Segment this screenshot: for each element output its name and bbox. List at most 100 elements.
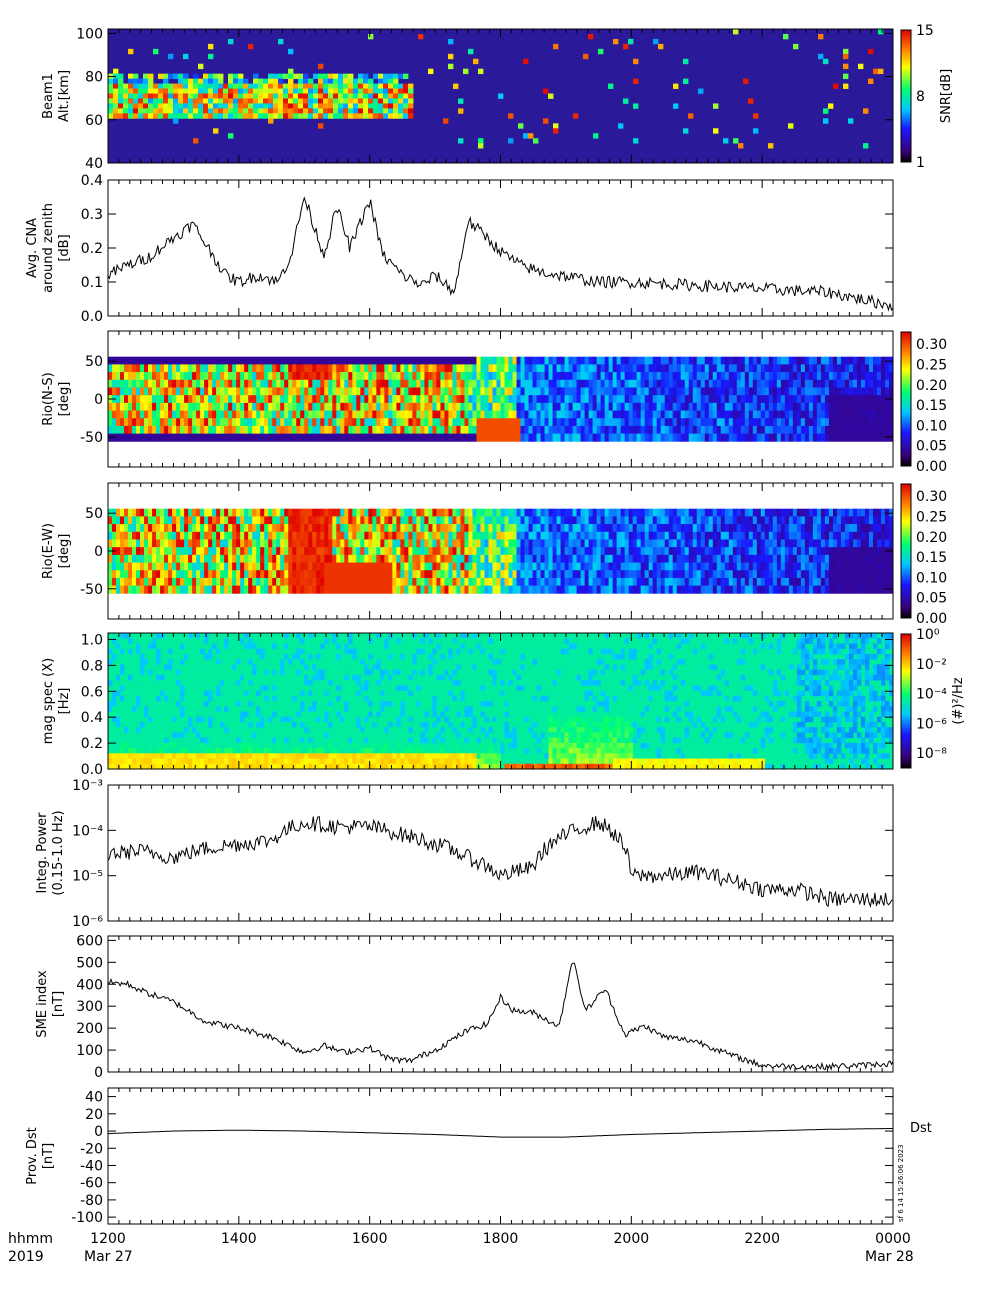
rio-cell [536,433,541,442]
rio-cell [192,410,197,419]
rio-cell [568,577,573,587]
rio-cell [288,395,293,404]
rio-cell [796,356,802,365]
rio-cell [800,387,806,396]
rio-cell [648,539,654,548]
rio-cell [540,395,545,404]
rio-cell [608,364,614,373]
rio-cell [232,402,237,411]
rio-cell [300,562,305,571]
rio-cell [708,585,714,594]
rio-cell [624,356,630,365]
rio-cell [576,364,582,373]
rio-cell [620,379,626,388]
rio-cell [308,418,313,427]
rio-cell [860,418,866,427]
rio-cell [264,562,269,571]
rio-cell [180,585,185,594]
rio-cell [220,539,225,548]
beam-cell [333,73,339,80]
rio-cell [240,554,245,563]
rio-cell [360,410,365,419]
rio-cell [260,433,265,442]
rio-cell [164,562,169,571]
rio-cell [360,531,365,540]
rio-cell [628,387,634,396]
rio-cell [468,418,473,427]
rio-cell [148,387,153,396]
rio-cell [452,364,457,373]
rio-cell [500,379,505,388]
rio-cell [540,402,545,411]
rio-cell [264,516,269,525]
rio-cell [876,410,882,419]
rio-cell [640,379,646,388]
rio-cell [684,562,690,571]
rio-cell [872,356,878,365]
rio-cell [504,379,509,388]
rio-cell [212,410,217,419]
rio-cell [152,379,157,388]
beam-cell [108,93,114,99]
rio-cell [504,524,509,533]
rio-cell [568,585,573,594]
beam-cell [113,98,119,104]
rio-cell [640,372,646,381]
beam-cell [228,108,234,114]
rio-cell [588,364,594,373]
rio-cell [480,433,485,442]
rio-cell [260,508,265,517]
rio-cell [476,562,481,571]
rio-cell [392,402,397,411]
beam-cell [223,113,229,119]
beam-cell [108,108,114,114]
rio-cell [288,577,293,587]
rio-cell [772,395,778,404]
rio-cell [216,554,221,563]
beam-cell [233,73,239,80]
rio-cell [320,418,325,427]
rio-cell [700,562,706,571]
rio-cell [472,516,477,525]
rio-cell [712,577,718,587]
rio-cell [312,402,317,411]
rio-cell [224,402,229,411]
rio-cell [780,379,786,388]
rio-cell [336,410,341,419]
rio-cell [596,379,602,388]
rio-cell [496,395,501,404]
rio-cell [308,387,313,396]
rio-cell [616,387,622,396]
rio-cell [536,547,541,556]
rio-cell [324,554,329,563]
rio-cell [372,585,377,594]
rio-cell [700,425,706,435]
rio-cell [612,562,618,571]
rio-cell [444,524,449,533]
rio-cell [400,402,405,411]
rio-cell [172,516,177,525]
rio-cell [712,508,718,517]
rio-cell [372,402,377,411]
rio-cell [740,425,746,435]
rio-cell [316,433,321,442]
rio-cell [700,524,706,533]
rio-cell [352,418,357,427]
beam-cell [273,98,279,104]
beam-cell [863,108,869,114]
rio-cell [304,410,309,419]
rio-cell [812,433,818,442]
rio-cell [448,425,453,435]
rio-cell [492,379,497,388]
rio-cell [248,364,253,373]
beam-cell [313,93,319,99]
rio-cell [524,562,529,571]
rio-cell [272,418,277,427]
rio-cell [464,562,469,571]
rio-cell [112,577,117,587]
beam-cell [203,113,209,119]
rio-cell [144,395,149,404]
rio-cell [524,395,529,404]
rio-cell [796,364,802,373]
rio-cell [652,364,658,373]
